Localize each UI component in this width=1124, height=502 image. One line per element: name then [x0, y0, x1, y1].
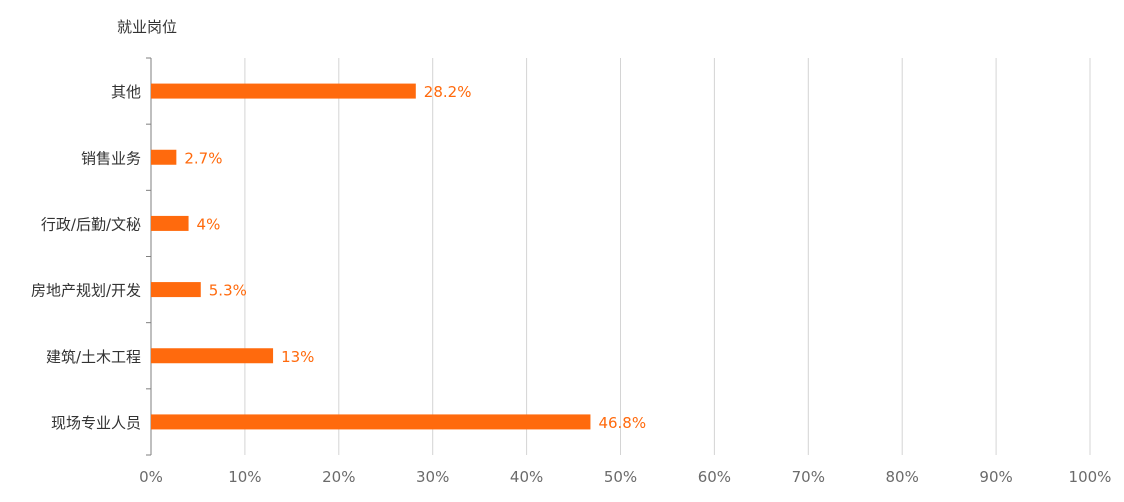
- data-labels: 28.2% 2.7% 4% 5.3% 13% 46.8%: [184, 83, 646, 432]
- x-tick-label: 30%: [416, 468, 449, 486]
- x-tick-label: 80%: [886, 468, 919, 486]
- axes: [146, 57, 152, 456]
- data-label: 13%: [281, 348, 314, 366]
- bar: [151, 215, 189, 231]
- data-label: 2.7%: [184, 149, 222, 167]
- x-tick-label: 90%: [979, 468, 1012, 486]
- bar: [151, 83, 416, 99]
- x-tick-label: 20%: [322, 468, 355, 486]
- x-tick-label: 60%: [698, 468, 731, 486]
- bar: [151, 149, 177, 165]
- x-tick-label: 100%: [1069, 468, 1112, 486]
- gridlines: [244, 58, 1091, 455]
- bars: [151, 83, 591, 430]
- data-label: 46.8%: [598, 414, 646, 432]
- y-axis-title: 就业岗位: [117, 18, 177, 36]
- x-tick-label: 10%: [228, 468, 261, 486]
- x-tick-label: 0%: [139, 468, 163, 486]
- category-label: 其他: [111, 83, 141, 101]
- category-label: 建筑/土木工程: [46, 348, 141, 366]
- x-tick-label: 40%: [510, 468, 543, 486]
- data-label: 28.2%: [424, 83, 472, 101]
- category-label: 销售业务: [81, 149, 141, 167]
- category-label: 现场专业人员: [51, 414, 141, 432]
- x-tick-label: 70%: [792, 468, 825, 486]
- category-label: 行政/后勤/文秘: [41, 215, 141, 233]
- category-label: 房地产规划/开发: [31, 282, 141, 300]
- bar: [151, 348, 274, 364]
- bar: [151, 414, 591, 430]
- data-label: 4%: [197, 215, 221, 233]
- data-label: 5.3%: [209, 282, 247, 300]
- x-tick-label: 50%: [604, 468, 637, 486]
- bar: [151, 282, 201, 298]
- x-tick-labels: 0% 10% 20% 30% 40% 50% 60% 70% 80% 90% 100%: [139, 468, 1111, 486]
